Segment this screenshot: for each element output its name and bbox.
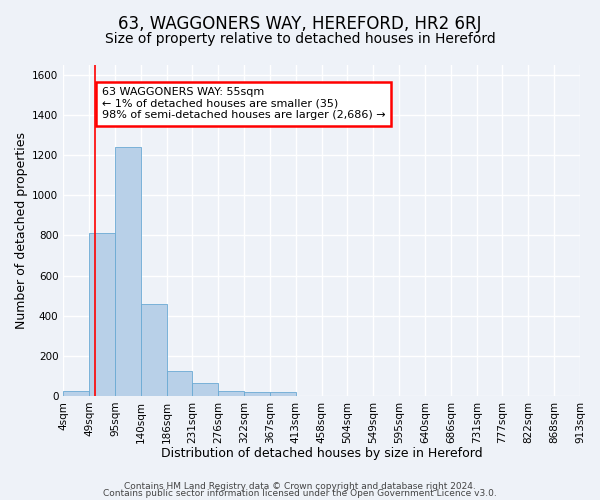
Bar — [141, 304, 167, 396]
Bar — [63, 391, 89, 396]
Bar — [270, 392, 296, 396]
Text: 63 WAGGONERS WAY: 55sqm
← 1% of detached houses are smaller (35)
98% of semi-det: 63 WAGGONERS WAY: 55sqm ← 1% of detached… — [102, 87, 386, 120]
Bar — [218, 391, 244, 396]
Bar — [244, 392, 270, 396]
Text: 63, WAGGONERS WAY, HEREFORD, HR2 6RJ: 63, WAGGONERS WAY, HEREFORD, HR2 6RJ — [118, 15, 482, 33]
Bar — [167, 371, 193, 396]
Text: Contains public sector information licensed under the Open Government Licence v3: Contains public sector information licen… — [103, 490, 497, 498]
Text: Size of property relative to detached houses in Hereford: Size of property relative to detached ho… — [104, 32, 496, 46]
Text: Contains HM Land Registry data © Crown copyright and database right 2024.: Contains HM Land Registry data © Crown c… — [124, 482, 476, 491]
Y-axis label: Number of detached properties: Number of detached properties — [15, 132, 28, 329]
Bar — [89, 234, 115, 396]
Bar — [193, 383, 218, 396]
Bar — [115, 147, 141, 396]
X-axis label: Distribution of detached houses by size in Hereford: Distribution of detached houses by size … — [161, 447, 482, 460]
